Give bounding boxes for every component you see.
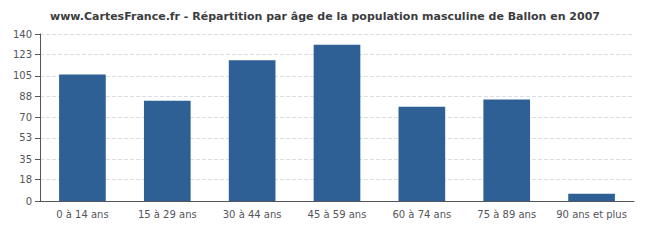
svg-text:105: 105 [13,70,32,81]
svg-text:30 à 44 ans: 30 à 44 ans [223,209,282,220]
svg-text:70: 70 [19,112,32,123]
svg-text:18: 18 [19,174,32,185]
svg-text:0 à 14 ans: 0 à 14 ans [56,209,108,220]
svg-text:60 à 74 ans: 60 à 74 ans [392,209,451,220]
svg-text:15 à 29 ans: 15 à 29 ans [138,209,197,220]
svg-text:140: 140 [13,29,32,40]
svg-text:90 ans et plus: 90 ans et plus [556,209,627,220]
svg-text:123: 123 [13,49,32,60]
svg-text:53: 53 [19,132,32,143]
svg-text:45 à 59 ans: 45 à 59 ans [308,209,367,220]
svg-text:88: 88 [19,91,32,102]
svg-text:0: 0 [26,196,32,207]
svg-text:75 à 89 ans: 75 à 89 ans [477,209,536,220]
svg-text:35: 35 [19,154,32,165]
svg-text:www.CartesFrance.fr - Répartit: www.CartesFrance.fr - Répartition par âg… [50,10,600,23]
